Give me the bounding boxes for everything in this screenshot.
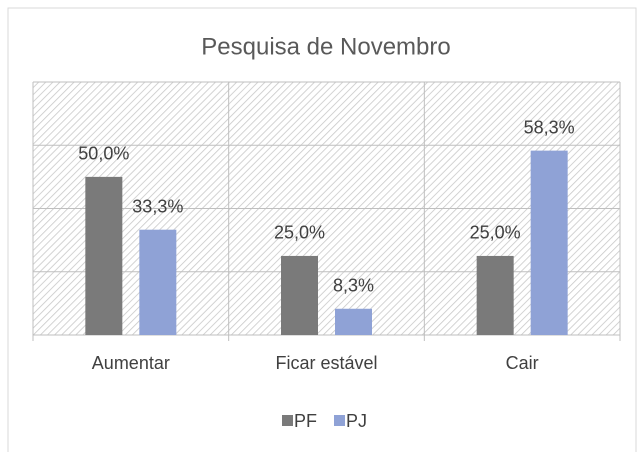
bar (85, 176, 123, 335)
data-label: 8,3% (333, 276, 374, 296)
chart-title: Pesquisa de Novembro (201, 33, 450, 60)
bar (476, 255, 514, 335)
legend-label: PF (294, 411, 317, 431)
data-label: 58,3% (524, 117, 575, 137)
bar (281, 255, 318, 335)
x-tick-label: Cair (506, 353, 539, 373)
x-tick-label: Ficar estável (275, 353, 377, 373)
bar (530, 150, 568, 335)
legend-swatch (282, 415, 293, 426)
legend-swatch (334, 415, 345, 426)
bar (139, 229, 177, 335)
data-label: 50,0% (78, 144, 129, 164)
bar (335, 308, 372, 335)
data-label: 25,0% (274, 223, 325, 243)
legend-label: PJ (346, 411, 367, 431)
x-tick-label: Aumentar (92, 353, 170, 373)
data-label: 25,0% (470, 223, 521, 243)
data-label: 33,3% (132, 196, 183, 216)
